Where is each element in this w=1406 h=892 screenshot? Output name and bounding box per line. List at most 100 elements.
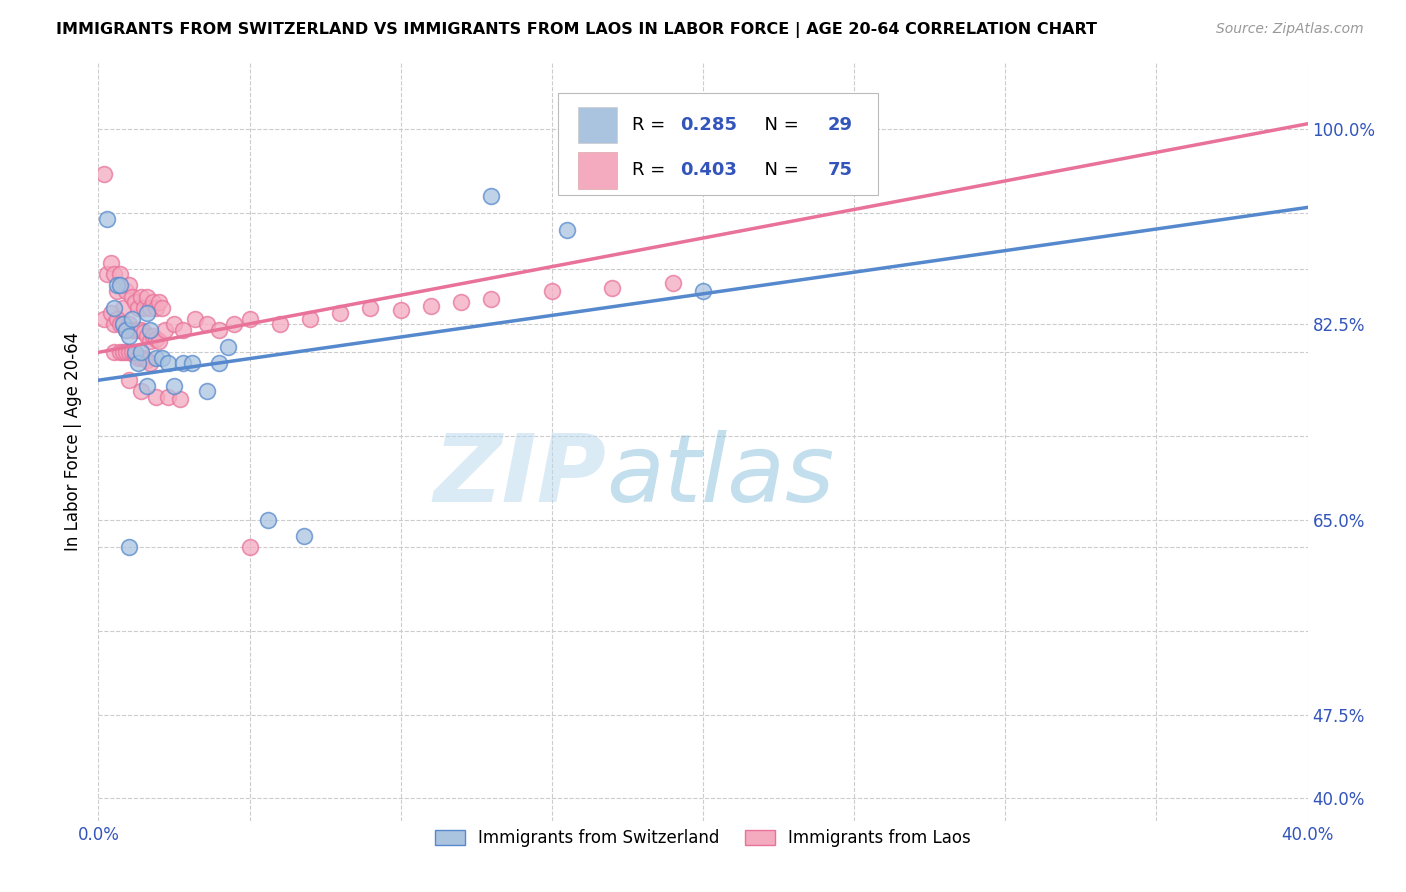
Point bbox=[93, 312, 115, 326]
Point bbox=[129, 290, 152, 304]
Point bbox=[127, 356, 149, 371]
Text: R =: R = bbox=[631, 116, 671, 134]
Point bbox=[239, 541, 262, 555]
Point bbox=[96, 211, 118, 226]
Point bbox=[111, 318, 134, 332]
Point bbox=[217, 340, 239, 354]
Point bbox=[129, 351, 152, 365]
Point bbox=[127, 301, 149, 315]
Text: ZIP: ZIP bbox=[433, 430, 606, 522]
Point bbox=[145, 351, 167, 365]
Point bbox=[132, 351, 155, 365]
Point bbox=[103, 268, 125, 282]
Point bbox=[105, 312, 128, 326]
Point bbox=[121, 323, 143, 337]
Point bbox=[121, 290, 143, 304]
Point bbox=[124, 323, 146, 337]
Point bbox=[145, 301, 167, 315]
Point bbox=[118, 373, 141, 387]
Point bbox=[108, 345, 131, 359]
Text: N =: N = bbox=[752, 161, 804, 179]
Point bbox=[124, 345, 146, 359]
Point bbox=[148, 295, 170, 310]
Text: 29: 29 bbox=[828, 116, 852, 134]
Point bbox=[111, 301, 134, 315]
Point bbox=[132, 301, 155, 315]
Text: N =: N = bbox=[752, 116, 804, 134]
Point bbox=[108, 278, 131, 293]
Point bbox=[103, 301, 125, 315]
Point bbox=[132, 326, 155, 340]
Point bbox=[111, 345, 134, 359]
Point bbox=[661, 277, 683, 291]
Point bbox=[114, 284, 136, 298]
Point bbox=[224, 318, 246, 332]
Point bbox=[163, 318, 186, 332]
Point bbox=[111, 318, 134, 332]
Point bbox=[299, 312, 322, 326]
Point bbox=[481, 189, 503, 203]
Point bbox=[114, 323, 136, 337]
Point bbox=[114, 345, 136, 359]
Point bbox=[139, 301, 162, 315]
Point bbox=[292, 529, 315, 543]
Point bbox=[169, 392, 191, 407]
Point bbox=[481, 292, 503, 306]
Point bbox=[142, 328, 165, 343]
Point bbox=[135, 328, 157, 343]
Point bbox=[184, 312, 207, 326]
Point bbox=[129, 384, 152, 399]
Point bbox=[172, 323, 194, 337]
Point bbox=[121, 345, 143, 359]
Text: 75: 75 bbox=[828, 161, 852, 179]
Text: atlas: atlas bbox=[606, 430, 835, 521]
Point bbox=[420, 299, 443, 313]
Text: 0.403: 0.403 bbox=[681, 161, 737, 179]
Point bbox=[142, 295, 165, 310]
Point bbox=[139, 334, 162, 349]
Point bbox=[145, 332, 167, 346]
Point bbox=[135, 378, 157, 392]
Point bbox=[139, 356, 162, 371]
Point bbox=[329, 306, 352, 320]
Point bbox=[103, 345, 125, 359]
Point bbox=[121, 312, 143, 326]
Text: 0.285: 0.285 bbox=[681, 116, 737, 134]
Point bbox=[118, 278, 141, 293]
Point bbox=[127, 351, 149, 365]
Point bbox=[269, 318, 291, 332]
Point bbox=[105, 278, 128, 293]
Bar bbox=[578, 107, 617, 144]
Point bbox=[124, 347, 146, 362]
Point bbox=[118, 345, 141, 359]
Text: Source: ZipAtlas.com: Source: ZipAtlas.com bbox=[1216, 22, 1364, 37]
Point bbox=[103, 318, 125, 332]
Point bbox=[118, 541, 141, 555]
Point bbox=[256, 513, 278, 527]
Point bbox=[139, 323, 162, 337]
Point bbox=[195, 384, 218, 399]
Point bbox=[163, 378, 186, 392]
Point bbox=[100, 256, 122, 270]
Text: R =: R = bbox=[631, 161, 671, 179]
Y-axis label: In Labor Force | Age 20-64: In Labor Force | Age 20-64 bbox=[65, 332, 83, 551]
Point bbox=[602, 281, 624, 295]
Point bbox=[135, 306, 157, 320]
Point bbox=[692, 284, 714, 298]
Point bbox=[148, 334, 170, 349]
Point bbox=[208, 323, 231, 337]
Point bbox=[108, 268, 131, 282]
Point bbox=[129, 345, 152, 359]
Point bbox=[129, 323, 152, 337]
Point bbox=[135, 353, 157, 368]
Point bbox=[150, 301, 173, 315]
Point bbox=[540, 284, 562, 298]
Point bbox=[93, 167, 115, 181]
Point bbox=[156, 390, 179, 404]
Point bbox=[195, 318, 218, 332]
Point bbox=[208, 356, 231, 371]
Point bbox=[108, 318, 131, 332]
FancyBboxPatch shape bbox=[558, 93, 879, 195]
Point bbox=[105, 284, 128, 298]
Point bbox=[239, 312, 262, 326]
